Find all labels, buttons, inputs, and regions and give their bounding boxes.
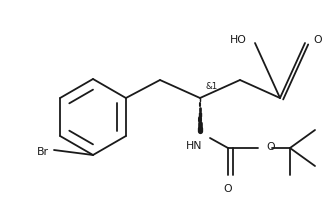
Text: O: O bbox=[224, 184, 232, 194]
Text: HN: HN bbox=[186, 141, 202, 151]
Text: HO: HO bbox=[230, 35, 247, 45]
Text: Br: Br bbox=[37, 147, 49, 157]
Text: &1: &1 bbox=[205, 82, 217, 90]
Text: O: O bbox=[313, 35, 322, 45]
Text: O: O bbox=[266, 142, 275, 152]
